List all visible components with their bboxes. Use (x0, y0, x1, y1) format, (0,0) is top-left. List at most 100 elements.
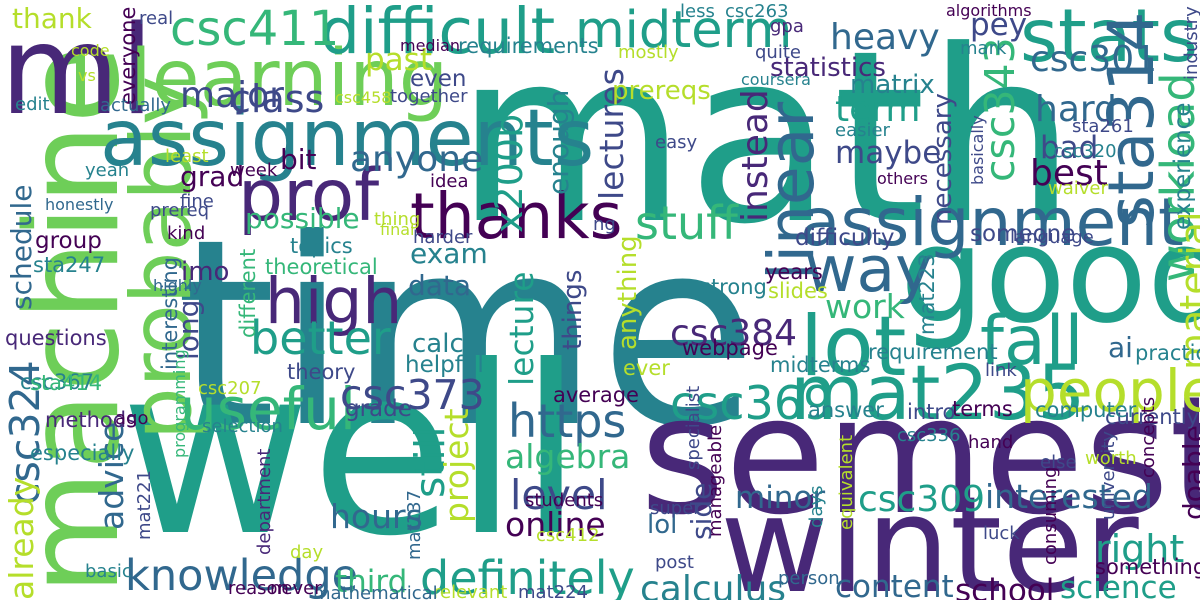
word-grade: grade (345, 396, 412, 422)
word-group: group (35, 228, 102, 254)
word-intro: intro (907, 400, 956, 424)
word-algorithms: algorithms (946, 1, 1032, 20)
word-specialist: specialist (683, 385, 704, 470)
word-pey: pey (970, 7, 1028, 43)
word-especially: especially (30, 441, 135, 465)
word-instead: instead (735, 89, 776, 222)
word-easy: easy (655, 132, 698, 153)
word-csc301: csc301 (1030, 39, 1158, 80)
word-link: link (985, 360, 1017, 381)
word-requirements: requirements (458, 34, 599, 58)
word-median: median (400, 36, 460, 55)
word-way: way (805, 233, 933, 306)
word-interested: interested (985, 477, 1153, 516)
word-fine: fine (180, 191, 214, 212)
word-imo: imo (181, 257, 230, 287)
word-ago: ago (115, 408, 149, 429)
word-selection: selection (202, 416, 283, 437)
word-prereqs: prereqs (612, 76, 711, 106)
word-stuff: stuff (635, 196, 738, 250)
word-actually: actually (100, 95, 172, 116)
word-webpage: webpage (682, 336, 778, 360)
word-heavy: heavy (830, 17, 940, 58)
word-reason: reason (228, 578, 289, 599)
word-best: best (1030, 153, 1108, 194)
word-ng: ng (593, 214, 616, 235)
word-ever: ever (623, 356, 670, 380)
word-less: less (680, 1, 715, 22)
word-quite: quite (755, 42, 801, 63)
word-days: days (806, 485, 827, 529)
word-coursera: coursera (741, 70, 811, 89)
word-third: third (335, 564, 408, 600)
word-x200b: x200b (487, 113, 531, 233)
word-right: right (1095, 527, 1185, 571)
word-hours: hours (330, 497, 423, 536)
word-students: students (525, 490, 604, 511)
word-consuming: consuming (1040, 466, 1061, 565)
word-together: together (390, 86, 468, 107)
word-never: never (270, 578, 322, 599)
word-waiver: waiver (1048, 178, 1108, 199)
word-major: major (180, 75, 284, 116)
word-people: people (1020, 357, 1200, 425)
word-currently: currently (1105, 405, 1200, 429)
word-midterm: midterm (575, 1, 793, 60)
word-least: least (165, 146, 209, 167)
word-calc: calc (412, 329, 464, 359)
word-https: https (508, 394, 627, 448)
word-vs: vs (78, 66, 96, 85)
word-school: school (955, 573, 1055, 600)
word-already: already (2, 476, 41, 600)
word-department: department (254, 448, 275, 556)
word-thank: thank (12, 2, 92, 35)
word-everyone: everyone (116, 6, 140, 105)
word-sta247: sta247 (33, 253, 106, 277)
word-enough: enough (542, 89, 575, 195)
word-highly: highly (153, 276, 202, 295)
word-edit: edit (15, 94, 50, 115)
word-assignment: assignment (800, 184, 1184, 261)
word-basically: basically (968, 115, 987, 185)
word-else: else (1040, 452, 1077, 473)
word-mat137: mat137 (404, 490, 425, 560)
word-work: work (825, 287, 905, 326)
word-thing: thing (374, 209, 421, 230)
word-mat235: mat235 (790, 348, 1086, 437)
word-things: things (558, 269, 588, 350)
word-doable: doable (1177, 425, 1200, 520)
word-learning: learning (130, 34, 449, 124)
word-project: project (437, 408, 476, 523)
word-difficulty: difficulty (795, 225, 895, 251)
word-sta414: sta414 (30, 371, 103, 395)
word-maybe: maybe (835, 135, 942, 171)
word-midterms: midterms (770, 353, 871, 377)
word-harder: harder (413, 227, 473, 248)
word-super: super (650, 498, 701, 519)
word-anything: anything (613, 235, 643, 350)
word-lol: lol (647, 510, 678, 540)
word-csc320: csc320 (1053, 141, 1117, 162)
word-csc309: csc309 (858, 479, 986, 520)
word-bad: bad (1040, 130, 1099, 166)
word-gpa: gpa (770, 16, 804, 37)
word-csc336: csc336 (897, 425, 961, 446)
word-anyone: anyone (350, 139, 484, 180)
word-better: better (250, 311, 391, 365)
word-prereq: prereq (150, 200, 210, 221)
word-definitely: definitely (420, 551, 635, 600)
word-practical: practical (1135, 341, 1200, 365)
word-fall: fall (980, 302, 1084, 381)
word-ml: ml (0, 0, 154, 143)
word-csc373: csc373 (340, 371, 485, 419)
word-final: final (380, 220, 415, 239)
word-thanks: thanks (410, 180, 623, 253)
word-honestly: honestly (45, 195, 114, 214)
word-someone: someone (970, 221, 1076, 247)
word-terms: terms (952, 397, 1013, 421)
word-post: post (655, 552, 694, 573)
word-requirement: requirement (868, 340, 998, 364)
word-concepts: concepts (1138, 396, 1159, 478)
word-time: time (175, 184, 758, 484)
word-assignments: assignments (100, 94, 595, 184)
